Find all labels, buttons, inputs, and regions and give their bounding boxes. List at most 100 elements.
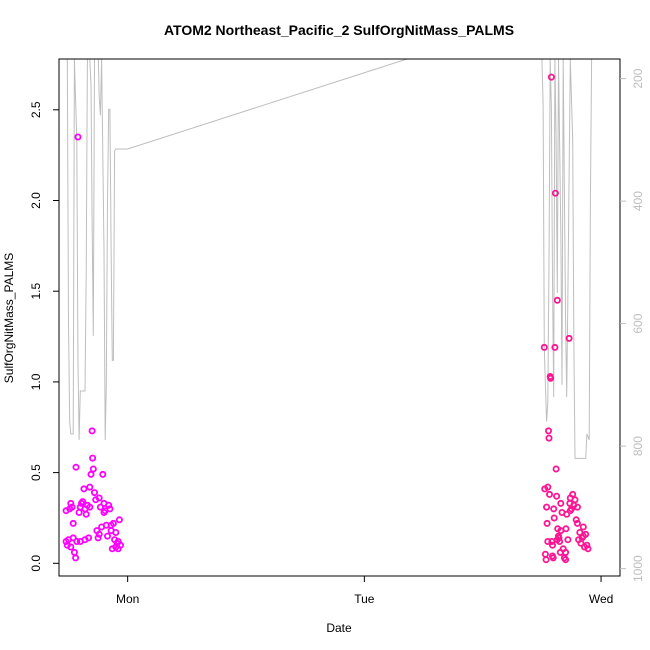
- data-point: [547, 73, 555, 81]
- data-point: [551, 343, 559, 351]
- y2-tick-label: 1000: [631, 555, 645, 582]
- x-axis-label: Date: [326, 621, 352, 635]
- data-point: [563, 510, 571, 518]
- data-point: [553, 536, 561, 544]
- data-point: [70, 548, 78, 556]
- data-point: [67, 543, 75, 551]
- data-point: [562, 556, 570, 564]
- data-point: [550, 505, 558, 513]
- data-point: [544, 538, 552, 546]
- data-point: [557, 499, 565, 507]
- data-point: [545, 434, 553, 442]
- data-point: [541, 550, 549, 558]
- data-point: [75, 508, 83, 516]
- data-point: [62, 538, 70, 546]
- data-point: [106, 505, 114, 513]
- data-point: [107, 521, 115, 529]
- data-point: [86, 503, 94, 511]
- data-point: [87, 470, 95, 478]
- data-point: [552, 465, 560, 473]
- data-point: [572, 516, 580, 524]
- x-tick-label: Tue: [354, 592, 375, 606]
- data-point: [86, 483, 94, 491]
- data-point: [79, 498, 87, 506]
- y-tick-label: 0.0: [29, 555, 43, 572]
- data-point: [573, 503, 581, 511]
- data-point: [583, 541, 591, 549]
- data-point: [543, 519, 551, 527]
- data-point: [81, 536, 89, 544]
- pressure-line: [66, 59, 593, 459]
- pressure-line-layer: [66, 59, 593, 459]
- data-point: [569, 490, 577, 498]
- chart-title: ATOM2 Northeast_Pacific_2 SulfOrgNitMass…: [164, 22, 514, 38]
- data-point: [546, 490, 554, 498]
- data-point: [73, 538, 81, 546]
- data-point: [543, 503, 551, 511]
- y2-tick-label: 400: [631, 191, 645, 211]
- data-point: [576, 529, 584, 537]
- data-point: [549, 541, 557, 549]
- y2-tick-label: 800: [631, 436, 645, 456]
- data-point: [104, 532, 112, 540]
- data-point: [551, 189, 559, 197]
- data-point: [562, 548, 570, 556]
- data-point: [549, 554, 557, 562]
- y-axis-label: SulfOrgNitMass_PALMS: [2, 253, 16, 383]
- y-tick-label: 1.5: [29, 283, 43, 300]
- data-point: [545, 427, 553, 435]
- data-point: [547, 374, 555, 382]
- data-point: [566, 507, 574, 515]
- data-point: [553, 296, 561, 304]
- data-point: [105, 501, 113, 509]
- right-y-axis: 200 400 600 800 1000: [620, 68, 645, 582]
- data-point: [579, 532, 587, 540]
- data-point: [565, 334, 573, 342]
- x-axis: Mon Tue Wed: [116, 576, 613, 606]
- data-point: [95, 494, 103, 502]
- plot-frame: [58, 58, 621, 577]
- data-point: [69, 534, 77, 542]
- data-point: [544, 483, 552, 491]
- data-point: [564, 536, 572, 544]
- data-point: [69, 519, 77, 527]
- data-point: [89, 465, 97, 473]
- data-point: [88, 427, 96, 435]
- data-point: [94, 534, 102, 542]
- data-point: [95, 530, 103, 538]
- data-point: [542, 556, 550, 564]
- data-point: [82, 510, 90, 518]
- y-tick-label: 0.5: [29, 464, 43, 481]
- data-point: [584, 545, 592, 553]
- data-point: [74, 133, 82, 141]
- y-tick-label: 1.0: [29, 373, 43, 390]
- x-tick-label: Mon: [116, 592, 139, 606]
- data-point: [557, 527, 565, 535]
- data-point: [100, 508, 108, 516]
- data-point: [553, 492, 561, 500]
- data-point: [72, 463, 80, 471]
- data-point: [115, 516, 123, 524]
- points-layer: [62, 73, 592, 564]
- data-point: [72, 554, 80, 562]
- y2-tick-label: 200: [631, 68, 645, 88]
- data-point: [540, 343, 548, 351]
- x-tick-label: Wed: [589, 592, 613, 606]
- data-point: [573, 519, 581, 527]
- y2-tick-label: 600: [631, 313, 645, 333]
- data-point: [114, 545, 122, 553]
- data-point: [112, 529, 120, 537]
- data-point: [80, 485, 88, 493]
- data-point: [67, 499, 75, 507]
- y-tick-label: 2.0: [29, 192, 43, 209]
- data-point: [68, 503, 76, 511]
- data-point: [571, 496, 579, 504]
- data-point: [91, 489, 99, 497]
- data-point: [550, 514, 558, 522]
- data-point: [579, 523, 587, 531]
- y-tick-label: 2.5: [29, 101, 43, 118]
- data-point: [89, 454, 97, 462]
- data-point: [96, 503, 104, 511]
- data-point: [99, 470, 107, 478]
